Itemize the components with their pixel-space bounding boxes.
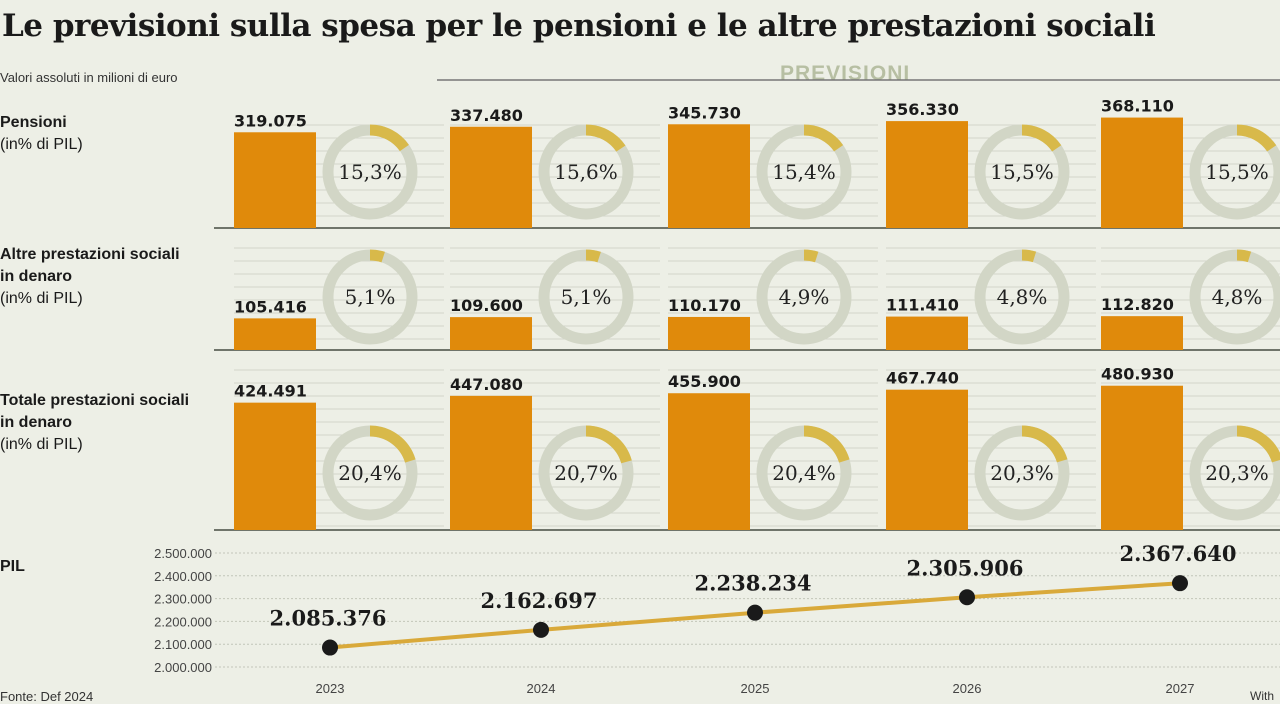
- bar-value-label: 345.730: [668, 103, 741, 122]
- bar-2023: [234, 318, 316, 350]
- pil-ytick-label: 2.500.000: [154, 546, 212, 561]
- donut-pct-label: 15,4%: [772, 160, 836, 184]
- bar-value-label: 356.330: [886, 100, 959, 119]
- row-label-totale: Totale prestazioni sociali in denaro (in%…: [0, 390, 200, 456]
- bar-2027: [1101, 316, 1183, 350]
- pil-point-2023: [322, 639, 338, 656]
- donut-pct-label: 5,1%: [561, 285, 612, 309]
- bar-value-label: 467.740: [886, 369, 959, 388]
- x-axis-year-label: 2025: [741, 681, 770, 696]
- x-axis-year-label: 2027: [1166, 681, 1195, 696]
- donut-arc: [1236, 124, 1277, 152]
- donut-arc: [369, 124, 409, 152]
- row-title: Totale prestazioni sociali in denaro: [0, 392, 190, 431]
- bar-value-label: 424.491: [234, 382, 307, 401]
- donut-arc: [803, 249, 819, 263]
- bar-value-label: 368.110: [1101, 97, 1174, 116]
- pil-ytick-label: 2.300.000: [154, 592, 212, 607]
- donut-pct-label: 5,1%: [345, 285, 396, 309]
- bar-value-label: 447.080: [450, 375, 523, 394]
- x-axis-year-label: 2023: [316, 681, 345, 696]
- pil-value-label: 2.367.640: [1120, 541, 1237, 566]
- donut-arc: [585, 249, 601, 263]
- donut-pct-label: 20,4%: [772, 461, 836, 485]
- donut-arc: [1021, 124, 1062, 152]
- bar-value-label: 109.600: [450, 296, 523, 315]
- donut-pct-label: 20,4%: [338, 461, 402, 485]
- bar-value-label: 105.416: [234, 297, 307, 316]
- bar-2023: [234, 402, 316, 530]
- bar-2027: [1101, 385, 1183, 530]
- pil-value-label: 2.162.697: [481, 588, 598, 613]
- row-label-pensioni: Pensioni (in% di PIL): [0, 112, 83, 156]
- pil-point-2025: [747, 604, 763, 621]
- credit-note: With: [1250, 689, 1274, 703]
- donut-arc: [369, 425, 416, 463]
- bar-2025: [668, 393, 750, 530]
- donut-arc: [1021, 425, 1068, 463]
- donut-arc: [585, 425, 632, 464]
- row-label-altre: Altre prestazioni sociali in denaro (in% …: [0, 244, 190, 310]
- bar-2026: [886, 121, 968, 228]
- row-title: Altre prestazioni sociali in denaro: [0, 246, 180, 285]
- donut-pct-label: 4,8%: [1212, 285, 1263, 309]
- bar-2024: [450, 126, 532, 228]
- pil-ytick-label: 2.100.000: [154, 637, 212, 652]
- bar-value-label: 337.480: [450, 106, 523, 125]
- donut-pct-label: 20,7%: [554, 461, 618, 485]
- donut-track: [322, 124, 418, 220]
- donut-arc: [585, 124, 626, 152]
- pil-point-2027: [1172, 575, 1188, 592]
- bar-value-label: 111.410: [886, 296, 959, 315]
- bar-2024: [450, 395, 532, 530]
- pil-point-2026: [959, 589, 975, 606]
- pil-ytick-label: 2.200.000: [154, 614, 212, 629]
- donut-arc: [1021, 249, 1037, 263]
- pil-ytick-label: 2.000.000: [154, 660, 212, 675]
- donut-arc: [1236, 249, 1252, 263]
- donut-pct-label: 4,9%: [779, 285, 830, 309]
- donut-pct-label: 20,3%: [990, 461, 1054, 485]
- row-title: PIL: [0, 558, 25, 575]
- bar-2025: [668, 316, 750, 350]
- bar-value-label: 112.820: [1101, 295, 1174, 314]
- bar-value-label: 455.900: [668, 372, 741, 391]
- donut-arc: [369, 249, 385, 263]
- row-label-pil: PIL: [0, 556, 25, 578]
- donut-arc: [803, 425, 850, 463]
- bar-value-label: 319.075: [234, 111, 307, 130]
- pil-point-2024: [533, 621, 549, 638]
- donut-pct-label: 15,3%: [338, 160, 402, 184]
- row-title: Pensioni: [0, 114, 67, 131]
- pil-ytick-label: 2.400.000: [154, 569, 212, 584]
- bar-value-label: 110.170: [668, 296, 741, 315]
- x-axis-year-label: 2026: [953, 681, 982, 696]
- bar-2023: [234, 132, 316, 228]
- bar-value-label: 480.930: [1101, 365, 1174, 384]
- donut-pct-label: 15,5%: [990, 160, 1054, 184]
- bar-2026: [886, 316, 968, 350]
- pil-value-label: 2.085.376: [270, 606, 387, 631]
- row-sub: (in% di PIL): [0, 136, 83, 153]
- bar-2026: [886, 389, 968, 530]
- source-note: Fonte: Def 2024: [0, 689, 94, 704]
- chart-subtitle: Valori assoluti in milioni di euro: [0, 70, 178, 85]
- donut-arc: [1236, 425, 1280, 463]
- pil-value-label: 2.305.906: [907, 555, 1024, 580]
- donut-arc: [803, 124, 844, 152]
- bar-2025: [668, 124, 750, 228]
- row-sub: (in% di PIL): [0, 436, 83, 453]
- donut-pct-label: 20,3%: [1205, 461, 1269, 485]
- bar-2024: [450, 317, 532, 350]
- chart-title: Le previsioni sulla spesa per le pension…: [2, 8, 1156, 44]
- pil-value-label: 2.238.234: [695, 571, 812, 596]
- donut-pct-label: 4,8%: [997, 285, 1048, 309]
- row-sub: (in% di PIL): [0, 290, 83, 307]
- donut-pct-label: 15,5%: [1205, 160, 1269, 184]
- x-axis-year-label: 2024: [527, 681, 556, 696]
- donut-pct-label: 15,6%: [554, 160, 618, 184]
- bar-2027: [1101, 117, 1183, 228]
